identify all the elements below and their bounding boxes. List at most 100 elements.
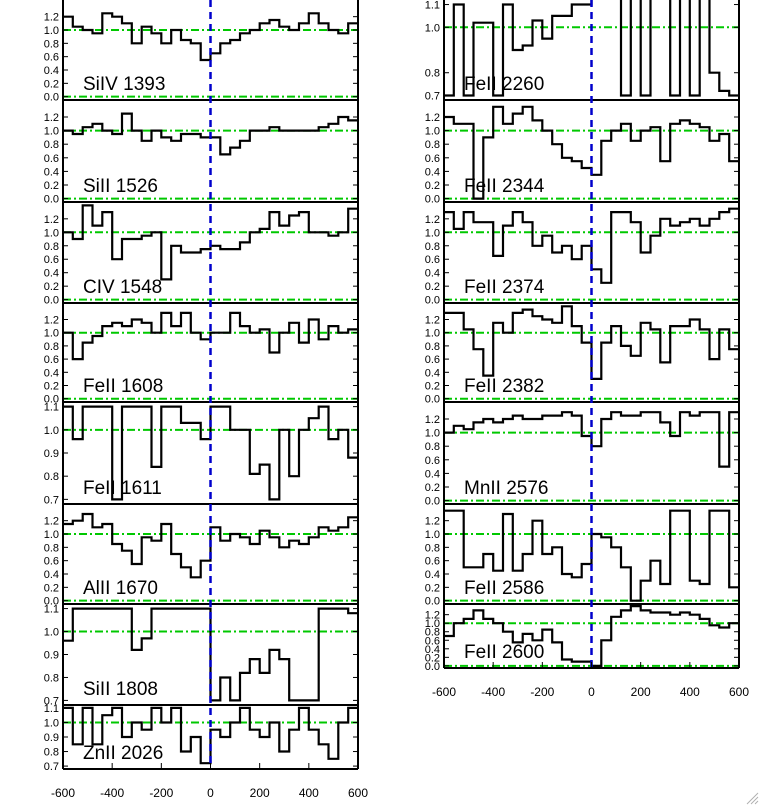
right-panel-6-ytick-label: 0.2: [425, 652, 440, 664]
right-panel-5-ytick-label: 0.2: [425, 582, 440, 594]
right-panel-6-ytick-label: 0.0: [425, 661, 440, 673]
left-panel-7-ytick-label: 0.7: [44, 761, 59, 773]
right-panel-5-ytick-label: 0.6: [425, 556, 440, 568]
left-panel-4-ytick-label: 0.7: [44, 494, 59, 506]
right-panel-0-ytick-label: 1.1: [425, 0, 440, 12]
right-panel-4-ytick-label: 1.2: [425, 414, 440, 426]
left-panel-0-ytick-label: 0.4: [44, 65, 59, 77]
left-xtick-label: 0: [207, 786, 214, 800]
left-panel-3-ytick-label: 1.0: [44, 328, 59, 340]
left-panel-6-spectrum: [63, 607, 358, 702]
right-panel-4-ytick-label: 1.0: [425, 428, 440, 440]
left-panel-5-ytick-label: 0.6: [44, 556, 59, 568]
right-panel-3-ytick-label: 0.8: [425, 341, 440, 353]
right-xtick-label: 0: [588, 685, 595, 699]
right-panel-5-spectrum: [444, 509, 739, 602]
left-panel-6-ytick-label: 1.1: [44, 604, 59, 616]
left-panel-2-ytick-label: 0.4: [44, 268, 59, 280]
right-panel-6-ion-label: FeII 2600: [464, 642, 544, 663]
right-panel-0-ytick-label: 0.8: [425, 68, 440, 80]
left-panel-7-ytick-label: 1.1: [44, 703, 59, 715]
left-panel-0-ytick-label: 1.2: [44, 12, 59, 24]
left-panel-2-ion-label: CIV 1548: [83, 277, 162, 298]
left-panel-0-ytick-label: 0.2: [44, 78, 59, 90]
left-panel-3-ytick-label: 0.4: [44, 367, 59, 379]
left-panel-6-ytick-label: 1.0: [44, 627, 59, 639]
right-panel-2-ytick-label: 0.6: [425, 254, 440, 266]
left-panel-0-ytick-label: 0.8: [44, 38, 59, 50]
left-panel-2-ytick-label: 1.0: [44, 227, 59, 239]
right-panel-0-ion-label: FeII 2260: [464, 74, 544, 95]
left-panel-1-ytick-label: 0.2: [44, 180, 59, 192]
left-panel-6-ion-label: SiII 1808: [83, 679, 158, 700]
left-panel-0-spectrum: [63, 12, 358, 62]
right-xtick-label: -400: [481, 685, 505, 699]
left-panel-0-ytick-label: 0.0: [44, 92, 59, 104]
right-panel-3-ytick-label: 1.2: [425, 315, 440, 327]
right-panel-0-ytick-label: 1.0: [425, 22, 440, 34]
right-panel-0-spectrum: [444, 0, 739, 97]
right-xtick-label: -600: [432, 685, 456, 699]
left-panel-1-ion-label: SiII 1526: [83, 176, 158, 197]
left-panel-0-ytick-label: 0.6: [44, 52, 59, 64]
left-panel-3-ytick-label: 0.2: [44, 381, 59, 393]
left-panel-2-ytick-label: 0.0: [44, 295, 59, 307]
left-panel-4-ytick-label: 0.8: [44, 471, 59, 483]
left-panel-5-ytick-label: 1.0: [44, 529, 59, 541]
right-panel-2-ytick-label: 1.0: [425, 227, 440, 239]
left-panel-3-ytick-label: 0.8: [44, 341, 59, 353]
left-panel-1-ytick-label: 0.0: [44, 194, 59, 206]
resize-grip-icon[interactable]: [745, 791, 759, 805]
right-panel-3-ytick-label: 0.6: [425, 354, 440, 366]
right-panel-5-ytick-label: 0.8: [425, 542, 440, 554]
right-xtick-label: 200: [631, 685, 651, 699]
right-xtick-label: 600: [729, 685, 749, 699]
right-panel-3-ytick-label: 0.0: [425, 394, 440, 406]
right-panel-3-ion-label: FeII 2382: [464, 376, 544, 397]
right-panel-5-ytick-label: 1.0: [425, 529, 440, 541]
left-panel-5-ytick-label: 0.0: [44, 596, 59, 608]
left-panel-2-ytick-label: 1.2: [44, 214, 59, 226]
right-panel-6-ytick-label: 0.4: [425, 644, 440, 656]
left-xtick-label: 400: [299, 786, 319, 800]
left-panel-1-ytick-label: 0.8: [44, 139, 59, 151]
left-panel-1-ytick-label: 1.2: [44, 112, 59, 124]
left-panel-1-ytick-label: 1.0: [44, 126, 59, 138]
right-xtick-label: 400: [680, 685, 700, 699]
left-panel-1-spectrum: [63, 112, 358, 156]
left-panel-7-ion-label: ZnII 2026: [83, 743, 163, 764]
left-panel-5-ytick-label: 0.8: [44, 542, 59, 554]
right-panel-2-ytick-label: 0.4: [425, 268, 440, 280]
left-panel-4-ytick-label: 1.0: [44, 425, 59, 437]
left-xtick-label: -600: [51, 786, 75, 800]
right-panel-4-ytick-label: 0.2: [425, 482, 440, 494]
right-panel-6-ytick-label: 0.6: [425, 635, 440, 647]
left-panel-3-ion-label: FeII 1608: [83, 376, 163, 397]
right-panel-2-ytick-label: 0.2: [425, 281, 440, 293]
right-panel-3-ytick-label: 0.4: [425, 367, 440, 379]
right-panel-1-ion-label: FeII 2344: [464, 176, 545, 197]
right-panel-5-ytick-label: 0.4: [425, 569, 440, 581]
right-panel-1-ytick-label: 0.8: [425, 139, 440, 151]
right-panel-1-ytick-label: 1.0: [425, 126, 440, 138]
right-panel-4-ytick-label: 0.8: [425, 441, 440, 453]
right-panel-1-ytick-label: 0.0: [425, 194, 440, 206]
left-xtick-label: -200: [149, 786, 173, 800]
left-panel-4-ytick-label: 0.9: [44, 448, 59, 460]
left-panel-1-ytick-label: 0.4: [44, 166, 59, 178]
left-panel-6-ytick-label: 0.9: [44, 650, 59, 662]
left-panel-5-ytick-label: 0.2: [44, 582, 59, 594]
left-panel-6-ytick-label: 0.8: [44, 672, 59, 684]
right-panel-2-ytick-label: 1.2: [425, 214, 440, 226]
left-panel-3-ytick-label: 0.6: [44, 354, 59, 366]
right-panel-2-ytick-label: 0.0: [425, 295, 440, 307]
left-panel-6-ytick-label: 0.7: [44, 695, 59, 707]
left-xtick-label: 200: [250, 786, 270, 800]
right-panel-4-ion-label: MnII 2576: [464, 478, 549, 499]
left-panel-3-ytick-label: 1.2: [44, 315, 59, 327]
left-panel-7-ytick-label: 0.9: [44, 732, 59, 744]
left-panel-0-ytick-label: 1.0: [44, 25, 59, 37]
left-panel-0-ion-label: SiIV 1393: [83, 74, 165, 95]
left-panel-4-ion-label: FeII 1611: [83, 478, 162, 499]
